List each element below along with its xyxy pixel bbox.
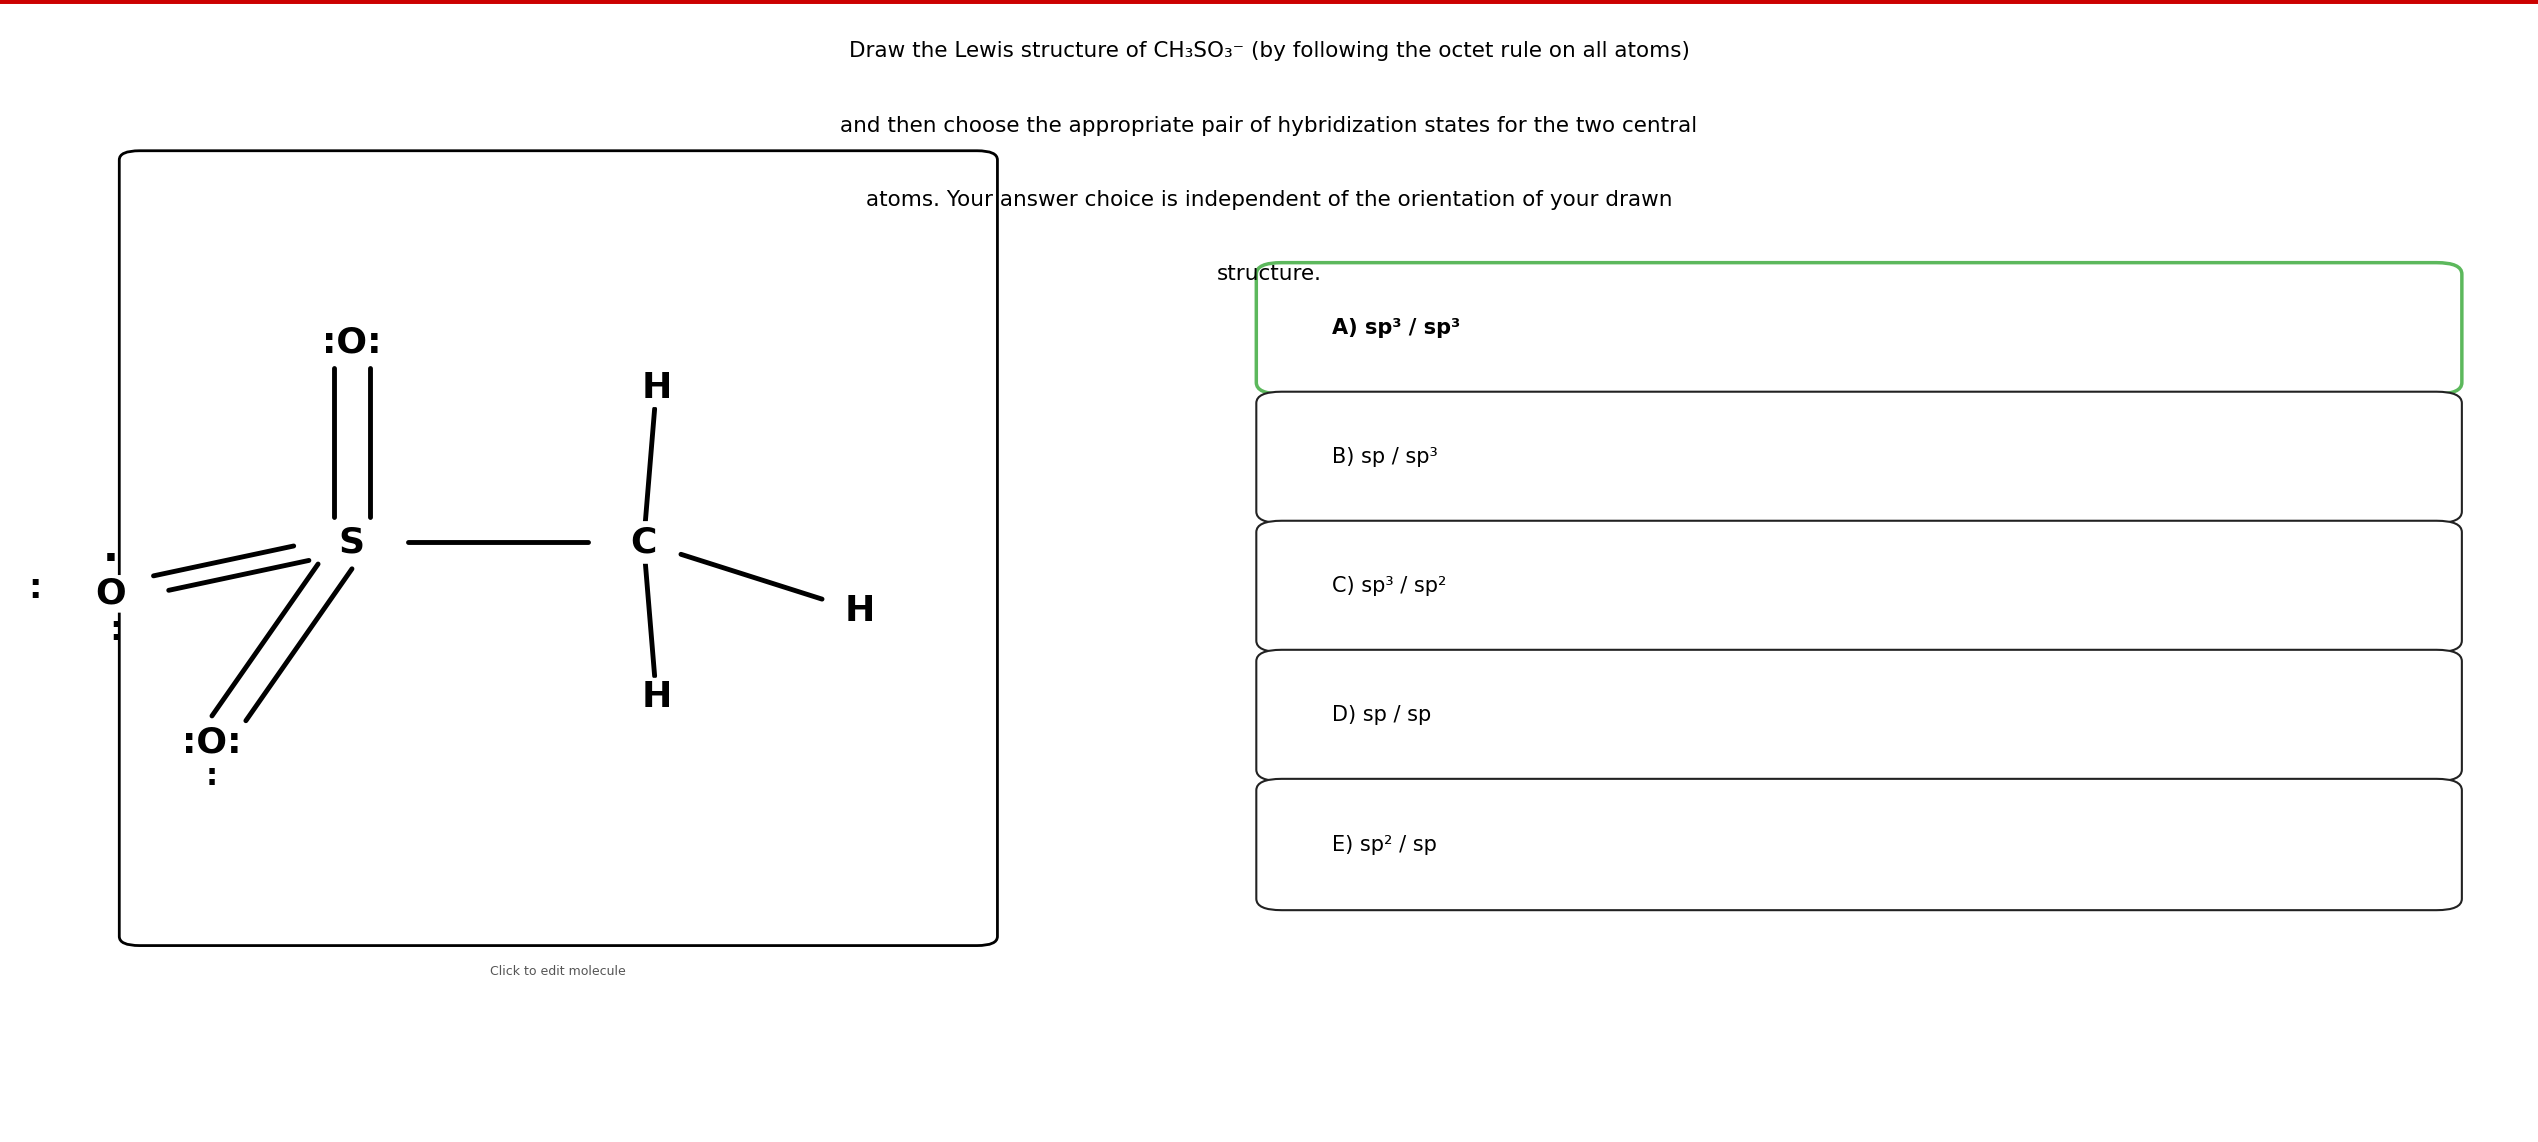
Text: H: H (845, 594, 876, 628)
FancyBboxPatch shape (1256, 650, 2462, 781)
Text: H: H (642, 371, 673, 405)
FancyBboxPatch shape (1256, 392, 2462, 523)
Text: Click to edit molecule: Click to edit molecule (490, 965, 627, 978)
FancyBboxPatch shape (1256, 263, 2462, 394)
Text: structure.: structure. (1216, 264, 1322, 284)
Text: A) sp³ / sp³: A) sp³ / sp³ (1332, 319, 1462, 338)
Text: C: C (629, 525, 657, 560)
Text: :: : (206, 762, 218, 791)
FancyBboxPatch shape (1256, 779, 2462, 910)
Text: S: S (338, 525, 365, 560)
Text: :O:: :O: (322, 325, 381, 360)
Text: :O:: :O: (183, 725, 241, 759)
Text: H: H (642, 679, 673, 714)
FancyBboxPatch shape (1256, 521, 2462, 652)
Text: ·: · (102, 539, 119, 580)
Text: D) sp / sp: D) sp / sp (1332, 706, 1431, 725)
Text: :: : (28, 572, 41, 604)
Text: atoms. Your answer choice is independent of the orientation of your drawn: atoms. Your answer choice is independent… (865, 190, 1673, 210)
Text: B) sp / sp³: B) sp / sp³ (1332, 448, 1439, 467)
Text: and then choose the appropriate pair of hybridization states for the two central: and then choose the appropriate pair of … (840, 115, 1698, 136)
Text: E) sp² / sp: E) sp² / sp (1332, 835, 1437, 854)
Text: :: : (109, 614, 122, 646)
Text: C) sp³ / sp²: C) sp³ / sp² (1332, 577, 1447, 596)
FancyBboxPatch shape (119, 151, 997, 946)
Text: Draw the Lewis structure of CH₃SO₃⁻ (by following the octet rule on all atoms): Draw the Lewis structure of CH₃SO₃⁻ (by … (848, 41, 1690, 62)
Text: O: O (96, 577, 127, 611)
